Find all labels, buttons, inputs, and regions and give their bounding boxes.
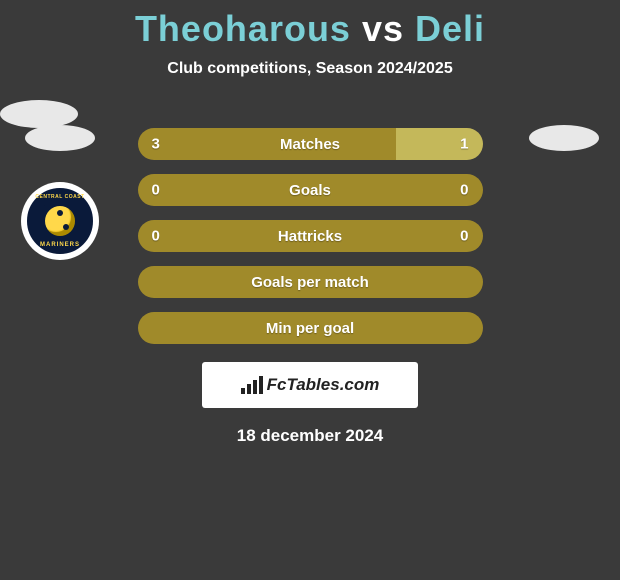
subtitle: Club competitions, Season 2024/2025 [0, 60, 620, 78]
player1-club-badge: CENTRAL COAST MARINERS [21, 182, 99, 260]
comparison-bars: 3 1 Matches 0 0 Goals 0 0 Hattricks Goals per mat… [138, 128, 483, 344]
stat-value-right: 0 [460, 182, 468, 199]
stat-row: 3 1 Matches [138, 128, 483, 160]
stat-bar-right [310, 174, 483, 206]
stat-value-left: 0 [152, 228, 160, 245]
chart-icon [241, 376, 263, 394]
player1-avatar [25, 125, 95, 151]
stat-row: 0 0 Goals [138, 174, 483, 206]
stat-bar-left [138, 174, 311, 206]
stat-value-right: 1 [460, 136, 468, 153]
player2-avatar [529, 125, 599, 151]
comparison-title: Theoharous vs Deli [0, 0, 620, 50]
stat-row: Goals per match [138, 266, 483, 298]
player1-name: Theoharous [135, 8, 351, 49]
stat-label: Goals [289, 182, 331, 199]
stat-value-left: 0 [152, 182, 160, 199]
stat-value-left: 3 [152, 136, 160, 153]
player2-name: Deli [415, 8, 485, 49]
stat-label: Hattricks [278, 228, 342, 245]
stat-label: Matches [280, 136, 340, 153]
stat-row: Min per goal [138, 312, 483, 344]
stat-label: Goals per match [251, 274, 369, 291]
stat-label: Min per goal [266, 320, 354, 337]
mariners-badge-icon: CENTRAL COAST MARINERS [27, 188, 93, 254]
stat-bar-left [138, 128, 397, 160]
stat-bar-right [396, 128, 482, 160]
date-text: 18 december 2024 [0, 426, 620, 446]
brand-text: FcTables.com [267, 375, 380, 395]
brand-box: FcTables.com [202, 362, 418, 408]
player2-club-badge [0, 100, 78, 128]
stat-row: 0 0 Hattricks [138, 220, 483, 252]
stat-value-right: 0 [460, 228, 468, 245]
vs-text: vs [362, 8, 404, 49]
